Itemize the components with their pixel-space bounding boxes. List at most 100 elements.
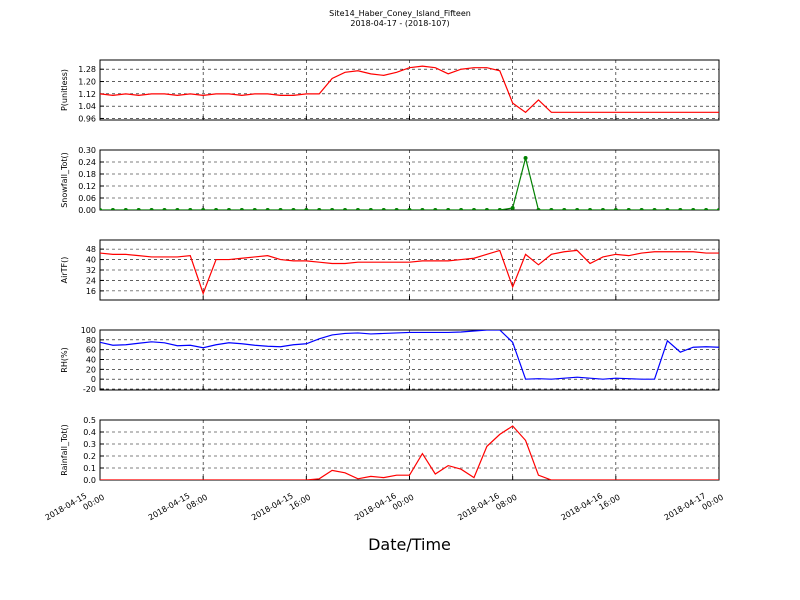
y-tick-label: 40 bbox=[86, 356, 96, 365]
data-point bbox=[162, 208, 167, 210]
data-point bbox=[317, 208, 322, 210]
data-point bbox=[252, 208, 257, 210]
y-tick-label: 0.0 bbox=[83, 476, 96, 485]
y-tick-label: 0.96 bbox=[78, 114, 96, 123]
data-point bbox=[691, 208, 696, 210]
data-point bbox=[471, 208, 476, 210]
series-line bbox=[100, 249, 719, 296]
y-tick-label: 0.3 bbox=[83, 440, 96, 449]
y-tick-label: 1.12 bbox=[78, 90, 96, 99]
x-tick-label: 2018-04-15 00:00 bbox=[44, 484, 106, 531]
y-tick-label: -20 bbox=[83, 385, 96, 394]
series-line bbox=[100, 425, 719, 480]
y-tick-label: 40 bbox=[86, 256, 96, 265]
chart-title: Site14_Haber_Coney_Island_Fifteen bbox=[329, 9, 471, 18]
chart-subtitle: 2018-04-17 - (2018-107) bbox=[350, 19, 449, 28]
data-point bbox=[497, 208, 502, 210]
x-tick-label: 2018-04-16 16:00 bbox=[559, 484, 621, 531]
data-point bbox=[381, 208, 386, 210]
y-tick-label: 48 bbox=[86, 245, 96, 254]
x-tick-label: 2018-04-15 08:00 bbox=[147, 484, 209, 531]
y-tick-label: 0.5 bbox=[83, 416, 96, 425]
data-point bbox=[407, 208, 412, 210]
data-point bbox=[278, 208, 283, 210]
y-tick-label: 0.1 bbox=[83, 464, 96, 473]
x-tick-label: 2018-04-17 00:00 bbox=[663, 484, 725, 531]
data-point bbox=[433, 208, 438, 210]
data-point bbox=[343, 208, 348, 210]
data-point bbox=[562, 208, 567, 210]
data-point bbox=[123, 208, 128, 210]
data-point bbox=[214, 208, 219, 210]
data-point bbox=[626, 208, 631, 210]
x-axis-label: Date/Time bbox=[368, 535, 451, 554]
y-tick-label: 60 bbox=[86, 346, 96, 355]
data-point bbox=[175, 208, 180, 210]
series-line bbox=[100, 157, 719, 210]
data-point bbox=[665, 208, 670, 210]
data-point bbox=[484, 208, 489, 210]
series-line bbox=[100, 330, 719, 380]
data-point bbox=[226, 208, 231, 210]
y-tick-label: 20 bbox=[86, 365, 96, 374]
data-point bbox=[239, 208, 244, 210]
data-point bbox=[420, 208, 425, 210]
data-point bbox=[652, 208, 657, 210]
y-tick-label: 0.24 bbox=[78, 158, 96, 167]
data-point bbox=[188, 208, 193, 210]
y-tick-label: 1.20 bbox=[78, 78, 96, 87]
data-point bbox=[265, 208, 270, 210]
data-point bbox=[510, 206, 515, 210]
y-axis-label: AirTF() bbox=[60, 257, 69, 284]
plot-frame bbox=[99, 59, 720, 121]
data-point bbox=[291, 208, 296, 210]
data-point bbox=[536, 208, 541, 210]
data-point bbox=[394, 208, 399, 210]
y-axis-label: RH(%) bbox=[60, 347, 69, 372]
data-point bbox=[100, 208, 102, 210]
x-tick-label: 2018-04-16 00:00 bbox=[353, 484, 415, 531]
data-point bbox=[717, 208, 719, 210]
y-tick-label: 0.4 bbox=[83, 428, 96, 437]
y-tick-label: 80 bbox=[86, 336, 96, 345]
plot-frame bbox=[99, 239, 720, 301]
y-tick-label: 0.06 bbox=[78, 194, 96, 203]
data-point bbox=[678, 208, 683, 210]
data-point bbox=[459, 208, 464, 210]
x-tick-label: 2018-04-15 16:00 bbox=[250, 484, 312, 531]
y-tick-label: 0.2 bbox=[83, 452, 96, 461]
y-tick-label: 0.30 bbox=[78, 146, 96, 155]
y-tick-label: 1.04 bbox=[78, 102, 96, 111]
data-point bbox=[368, 208, 373, 210]
data-point bbox=[355, 208, 360, 210]
data-point bbox=[110, 208, 115, 210]
y-tick-label: 16 bbox=[86, 287, 96, 296]
data-point bbox=[575, 208, 580, 210]
data-point bbox=[149, 208, 154, 210]
data-point bbox=[704, 208, 709, 210]
data-point bbox=[639, 208, 644, 210]
y-tick-label: 32 bbox=[86, 266, 96, 275]
y-axis-label: Rainfall_Tot() bbox=[60, 424, 69, 476]
data-point bbox=[613, 208, 618, 210]
data-point bbox=[549, 208, 554, 210]
data-point bbox=[600, 208, 605, 210]
data-point bbox=[588, 208, 593, 210]
plot-frame bbox=[99, 419, 720, 481]
y-axis-label: P(unitless) bbox=[60, 69, 69, 111]
y-tick-label: 0.00 bbox=[78, 206, 96, 215]
data-point bbox=[201, 208, 206, 210]
y-axis-label: Snowfall_Tot() bbox=[60, 152, 69, 208]
data-point bbox=[446, 208, 451, 210]
data-point bbox=[330, 208, 335, 210]
y-tick-label: 24 bbox=[86, 276, 96, 285]
y-tick-label: 1.28 bbox=[78, 65, 96, 74]
y-tick-label: 0.18 bbox=[78, 170, 96, 179]
y-tick-label: 0 bbox=[91, 375, 96, 384]
data-point bbox=[304, 208, 309, 210]
series-line bbox=[100, 65, 719, 114]
data-point bbox=[136, 208, 141, 210]
data-point bbox=[523, 156, 528, 160]
plot-frame bbox=[99, 329, 720, 391]
